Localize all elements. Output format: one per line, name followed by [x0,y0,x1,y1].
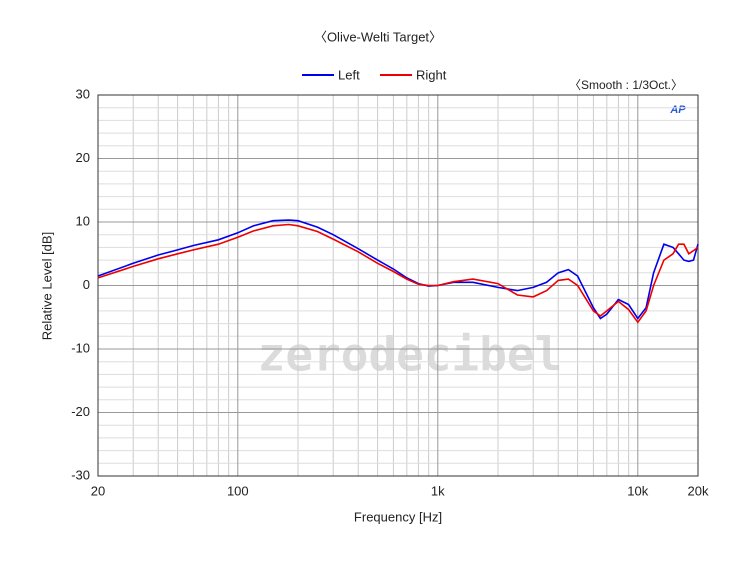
legend-label: Left [338,67,360,82]
chart-title: 〈Olive-Welti Target〉 [314,29,442,44]
logo: AP [669,104,686,116]
legend-label: Right [416,67,447,82]
x-tick-label: 100 [227,483,249,498]
annotation: 〈Smooth : 1/3Oct.〉 [569,78,683,92]
series-line [97,219,699,320]
y-tick-label: -20 [71,404,90,419]
y-tick-label: 20 [76,150,90,165]
plot-frame [97,94,699,477]
series-line [97,223,699,324]
y-tick-label: 0 [83,277,90,292]
y-tick-label: 30 [76,86,90,101]
y-tick-label: -30 [71,467,90,482]
y-tick-label: 10 [76,213,90,228]
watermark: zerodecibel [258,328,563,382]
x-tick-label: 20 [91,483,105,498]
x-tick-label: 10k [627,483,648,498]
y-axis-label: Relative Level [dB] [39,232,54,340]
x-tick-label: 20k [688,483,709,498]
x-tick-label: 1k [431,483,445,498]
x-axis-label: Frequency [Hz] [354,509,442,524]
y-tick-label: -10 [71,340,90,355]
